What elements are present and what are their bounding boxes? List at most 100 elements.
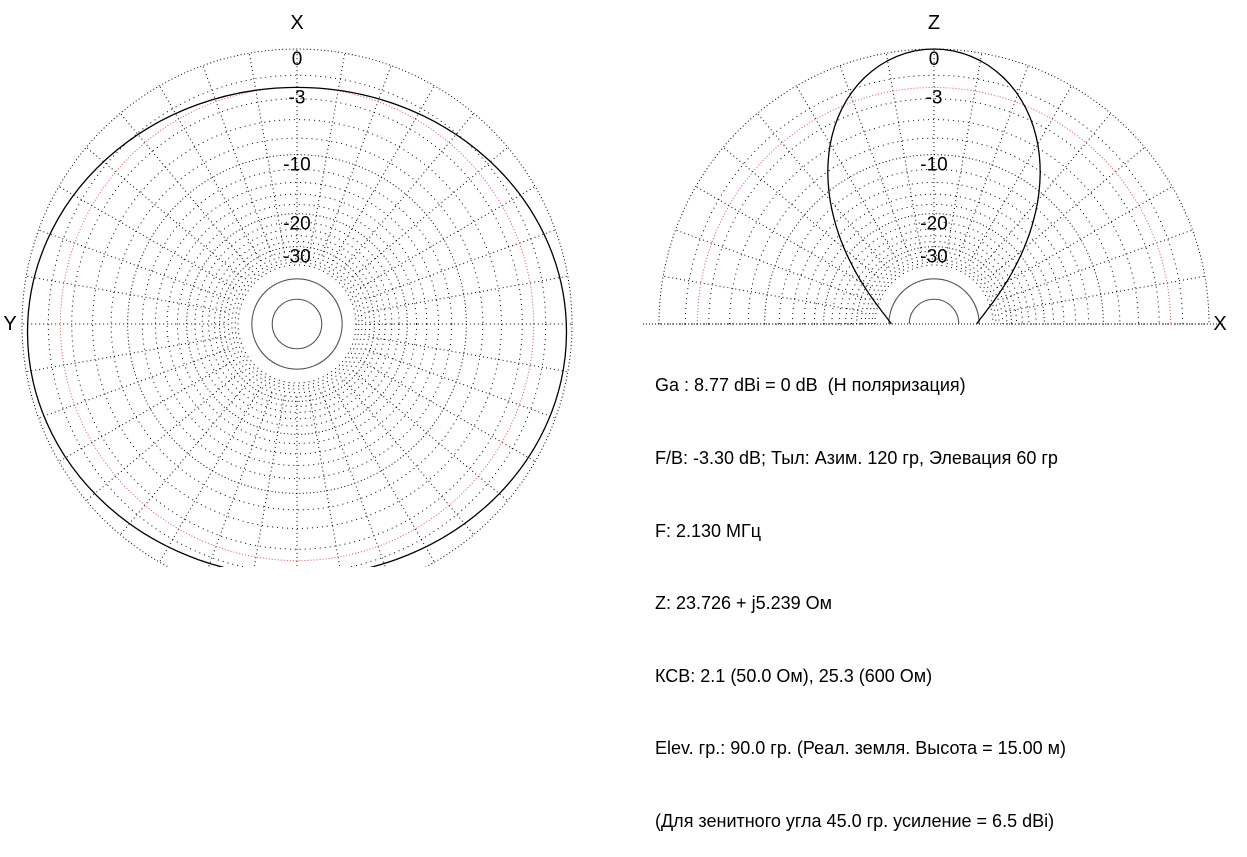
az-spoke-300: [58, 186, 235, 289]
el-spoke-290: [675, 229, 866, 300]
el-ring-28: [850, 241, 1018, 325]
el-spoke-10: [946, 53, 983, 253]
plots-canvas: 0 -3 -10 -20 -30 X Y 0 -3 -10 -20 -30 Z X: [3, 12, 1227, 567]
az-ring-6: [92, 119, 502, 529]
az-ring-30: [219, 246, 375, 402]
az-spoke-70: [365, 229, 556, 300]
elevation-rings: [658, 48, 1210, 325]
az-spoke-140: [343, 379, 475, 535]
az-ring-26: [208, 235, 386, 413]
el-center-ring-0: [888, 278, 980, 325]
zenith-gain-line: (Для зенитного угла 45.0 гр. усиление = …: [655, 810, 1055, 831]
azimuth-grid: [22, 49, 572, 567]
az-spoke-50: [352, 146, 508, 278]
el-ring-label-20: -20: [920, 214, 947, 235]
el-spoke-320: [756, 113, 888, 269]
az-spoke-20: [321, 65, 392, 256]
az-spoke-230: [86, 370, 242, 502]
el-spoke-350: [885, 53, 922, 253]
az-spoke-330: [159, 85, 262, 262]
az-spoke-210: [159, 386, 262, 563]
gain-line: Ga : 8.77 dBi = 0 dB (Н поляризация): [655, 375, 966, 396]
el-ring-label-0: 0: [929, 49, 940, 70]
az-spoke-10: [309, 53, 346, 253]
az-ring-2: [47, 74, 547, 567]
az-spoke-260: [26, 336, 226, 373]
az-spoke-170: [309, 395, 341, 567]
az-ring-8: [110, 137, 484, 511]
az-spoke-110: [365, 348, 556, 419]
az-ring-16: [166, 193, 428, 455]
azimuth-rings: [21, 48, 573, 567]
azimuth-pattern: [26, 86, 568, 567]
az-ring-22: [194, 221, 400, 427]
az-center-ring-1: [271, 298, 323, 350]
az-ring-40: [237, 264, 357, 384]
el-ring-40: [874, 264, 994, 325]
az-spoke-340: [202, 65, 273, 256]
el-ring-0: [658, 48, 1210, 325]
el-spoke-330: [796, 85, 899, 262]
el-ring-2: [684, 75, 1184, 325]
front-back-line: F/B: -3.30 dB; Тыл: Азим. 120 гр, Элевац…: [655, 448, 1058, 468]
el-spoke-280: [663, 275, 863, 312]
el-ring-38: [871, 261, 997, 325]
az-ring-38: [234, 261, 360, 387]
az-spoke-30: [332, 85, 435, 262]
az-spoke-120: [359, 359, 536, 462]
az-spoke-240: [58, 359, 235, 462]
az-center-ring-0: [251, 278, 343, 370]
az-ring-12: [141, 168, 453, 480]
elevation-pattern: [827, 48, 1041, 325]
az-ring-24: [201, 228, 393, 420]
az-ring-label-0: 0: [292, 49, 303, 70]
az-spoke-40: [343, 113, 475, 269]
az-ring-14: [154, 181, 440, 467]
el-spoke-60: [996, 186, 1173, 289]
az-ring-20: [186, 213, 408, 435]
el-ring-label-3: -3: [926, 87, 943, 108]
frequency-line: F: 2.130 МГц: [655, 520, 762, 541]
elevation-axis-top-label: Z: [928, 12, 940, 34]
az-spoke-310: [86, 146, 242, 278]
az-spoke-220: [119, 379, 251, 535]
az-ring-28: [213, 240, 381, 408]
el-ring-30: [856, 246, 1012, 325]
el-ring-minus3: [696, 86, 1172, 325]
az-spoke-250: [38, 348, 229, 419]
az-ring-label-10: -10: [283, 155, 310, 176]
el-spoke-70: [1002, 229, 1193, 300]
az-ring-0: [21, 48, 573, 567]
el-spoke-30: [969, 85, 1072, 262]
az-spoke-200: [208, 392, 273, 567]
elevation-plot: 0 -3 -10 -20 -30 Z X: [643, 12, 1227, 335]
az-spoke-80: [368, 275, 568, 312]
el-ring-36: [868, 258, 1000, 325]
az-ring-label-30: -30: [283, 247, 310, 268]
az-spoke-320: [119, 113, 251, 269]
az-ring-label-3: -3: [289, 87, 306, 108]
azimuth-axis-left-label: Y: [3, 313, 16, 335]
az-spoke-280: [26, 275, 226, 312]
azimuth-axis-top-label: X: [290, 12, 303, 34]
elevation-ring-labels: 0 -3 -10 -20 -30: [920, 49, 947, 268]
el-ring-22: [831, 221, 1037, 325]
el-ring-label-30: -30: [920, 247, 947, 268]
el-ring-4: [708, 98, 1160, 325]
az-spoke-130: [352, 370, 508, 502]
azimuth-plot: 0 -3 -10 -20 -30 X Y: [3, 12, 573, 567]
az-spoke-150: [332, 386, 435, 563]
az-spoke-100: [368, 336, 568, 373]
az-ring-34: [227, 254, 367, 394]
el-ring-24: [838, 229, 1030, 325]
az-ring-32: [223, 250, 371, 398]
el-ring-label-10: -10: [920, 155, 947, 176]
az-ring-4: [71, 98, 523, 550]
azimuth-ring-labels: 0 -3 -10 -20 -30: [283, 49, 310, 268]
az-spoke-60: [359, 186, 536, 289]
az-ring-18: [176, 203, 418, 445]
el-ring-20: [823, 213, 1045, 325]
elevation-axis-right-label: X: [1213, 313, 1226, 335]
el-ring-10: [764, 154, 1104, 325]
el-spoke-310: [723, 146, 879, 278]
